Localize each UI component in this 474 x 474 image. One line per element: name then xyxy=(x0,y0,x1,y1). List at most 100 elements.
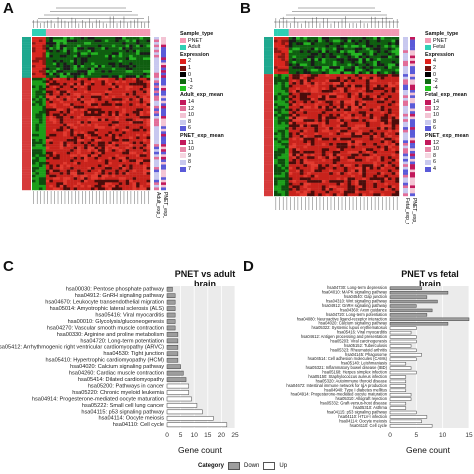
legend-a-item-label: 9 xyxy=(188,152,191,159)
heatmap-b-sample-type-cell xyxy=(307,29,311,36)
heatmap-a-row-group-cell xyxy=(22,88,31,91)
legend-a-swatch xyxy=(180,146,186,152)
heatmap-b-col-dendrogram xyxy=(274,7,399,28)
heatmap-a-mean-cell xyxy=(161,151,166,155)
heatmap-b-mean-cell xyxy=(410,169,415,173)
heatmap-a-mean-cell xyxy=(154,187,159,191)
legend-b-exp_mean-title: Fetal_exp_mean xyxy=(425,92,467,99)
heatmap-b-mean-cell xyxy=(410,148,415,152)
heatmap-a-sample-type-cell xyxy=(94,29,99,36)
heatmap-a-row-group-cell xyxy=(22,172,31,175)
heatmap-b-row-group-cell xyxy=(264,150,273,154)
heatmap-a-mean-cell xyxy=(161,159,166,163)
heatmap-b-mean-cell xyxy=(410,39,415,43)
heatmap-a-mean-cell xyxy=(154,159,159,163)
heatmap-b-mean-cell xyxy=(403,50,408,54)
heatmap-b-mean-cell xyxy=(410,180,415,183)
heatmap-b-sample-type-cell xyxy=(384,29,389,36)
legend-a-item-label: 8 xyxy=(188,118,191,125)
heatmap-a-mean-cell xyxy=(161,72,166,76)
heatmap-b-sample-type-cell xyxy=(310,29,315,36)
chart-c-category-label: hsa00330: Arginine and proline metabolis… xyxy=(57,332,165,338)
heatmap-b-row-group-cell xyxy=(264,60,273,64)
legend-a-swatch xyxy=(180,119,186,125)
heatmap-a-sample-type-cell xyxy=(38,29,43,36)
chart-d-x-tick-label: 5 xyxy=(415,432,419,439)
heatmap-a-row-group-cell xyxy=(22,149,31,152)
chart-c-bar xyxy=(166,383,190,389)
panel-a-letter: A xyxy=(3,0,14,17)
heatmap-b-row-group-cell xyxy=(264,66,273,69)
heatmap-b-mean-cell xyxy=(403,108,408,112)
chart-d-category-label: hsa04310: Wnt signaling pathway xyxy=(326,299,388,304)
heatmap-b-row-group-cell xyxy=(264,188,273,191)
heatmap-b-mean-cell xyxy=(403,182,408,186)
heatmap-b-mean-cell xyxy=(410,190,415,194)
heatmap-a-mean-cell xyxy=(161,95,166,99)
legend-b-expression-item: 4 xyxy=(425,58,469,65)
chart-c-category-label: hsa05416: Viral myocarditis xyxy=(95,312,164,318)
legend-b-swatch xyxy=(425,78,431,84)
heatmap-a-sample-type-cell xyxy=(136,29,140,36)
heatmap-a-row-group-cell xyxy=(22,57,31,61)
chart-d-category-label: hsa04110: Cell cycle xyxy=(350,423,388,428)
heatmap-b-mean-cell xyxy=(410,79,415,83)
heatmap-b: Fetal_exp_mean PNET_exp_mean xyxy=(264,7,417,224)
chart-d-bar xyxy=(389,308,433,313)
chart-d-bar xyxy=(389,330,412,335)
chart-c-bar xyxy=(166,403,198,408)
heatmap-a-row-group-cell xyxy=(22,169,31,173)
heatmap-a-sample-type-cell xyxy=(63,29,67,36)
heatmap-a-mean-cell xyxy=(154,177,159,180)
legend-a-swatch xyxy=(180,106,186,112)
heatmap-b-mean-cell xyxy=(410,137,415,141)
heatmap-a-mean-cell xyxy=(161,174,166,178)
chart-d-category-label: hsa04540: Gap junction xyxy=(344,294,387,299)
heatmap-b-sample-type-cell xyxy=(274,29,278,36)
heatmap-a-sample-type-cell xyxy=(49,29,54,36)
legend-b-swatch xyxy=(425,38,431,44)
chart-d-category-label: hsa04912: GnRH signaling pathway xyxy=(322,303,388,308)
heatmap-b-row-group-cell xyxy=(264,132,273,136)
legend-a-exp_mean-item: 8 xyxy=(180,119,224,126)
heatmap-a-mean-cell xyxy=(161,121,166,124)
chart-d-bar xyxy=(389,424,433,428)
heatmap-a-mean-cell xyxy=(154,105,159,109)
legend-a-item-label: -1 xyxy=(188,78,193,85)
chart-c-category-label: hsa04260: Cardiac muscle contraction xyxy=(69,371,164,377)
heatmap-a-sample-type-cell xyxy=(122,29,126,36)
heatmap-a-mean-cell xyxy=(154,39,159,43)
heatmap-b-mean-cell xyxy=(410,161,415,165)
heatmap-a-mean-cell xyxy=(161,136,166,140)
heatmap-b-row-group-cell xyxy=(264,47,273,51)
chart-c-bar xyxy=(166,409,203,415)
heatmap-b-mean-cell xyxy=(410,129,415,133)
chart-d-bar xyxy=(389,299,438,304)
heatmap-b-row-group-cell xyxy=(264,116,273,120)
chart-d-bar xyxy=(389,295,428,299)
chart-c-bar xyxy=(166,319,176,324)
heatmap-a-mean-cell xyxy=(161,110,166,114)
chart-c-category-label: hsa04115: p53 signaling pathway xyxy=(81,409,164,415)
heatmap-a-mean-cell xyxy=(161,77,166,81)
heatmap-b-mean-cell xyxy=(410,90,415,93)
legend-b-pnet_mean-item: 6 xyxy=(425,159,469,166)
heatmap-b-mean-cell xyxy=(403,79,408,83)
heatmap-a-sample-type-cell xyxy=(42,29,47,36)
heatmap-a-sample-type-cell xyxy=(104,29,109,36)
heatmap-b-mean-cell xyxy=(403,95,408,99)
heatmap-a-row-group-cell xyxy=(22,164,31,168)
heatmap-a-mean-cell xyxy=(154,93,159,96)
chart-c-bar xyxy=(166,312,176,318)
legend-a-swatch xyxy=(180,78,186,84)
heatmap-a-row-group-cell xyxy=(22,126,31,129)
legend-b-pnet_mean-title: PNET_exp_mean xyxy=(425,132,469,139)
heatmap-b-mean-label: Fetal_exp_mean xyxy=(404,198,410,224)
heatmap-b-mean-cell xyxy=(410,185,415,189)
heatmap-a-mean-cell xyxy=(161,156,166,160)
chart-d-bar xyxy=(389,375,407,379)
heatmap-b-mean-cell xyxy=(403,148,408,152)
heatmap-a-row-group-cell xyxy=(22,100,31,104)
chart-c-bar xyxy=(166,338,179,344)
heatmap-b-row-group-cell xyxy=(264,172,273,175)
